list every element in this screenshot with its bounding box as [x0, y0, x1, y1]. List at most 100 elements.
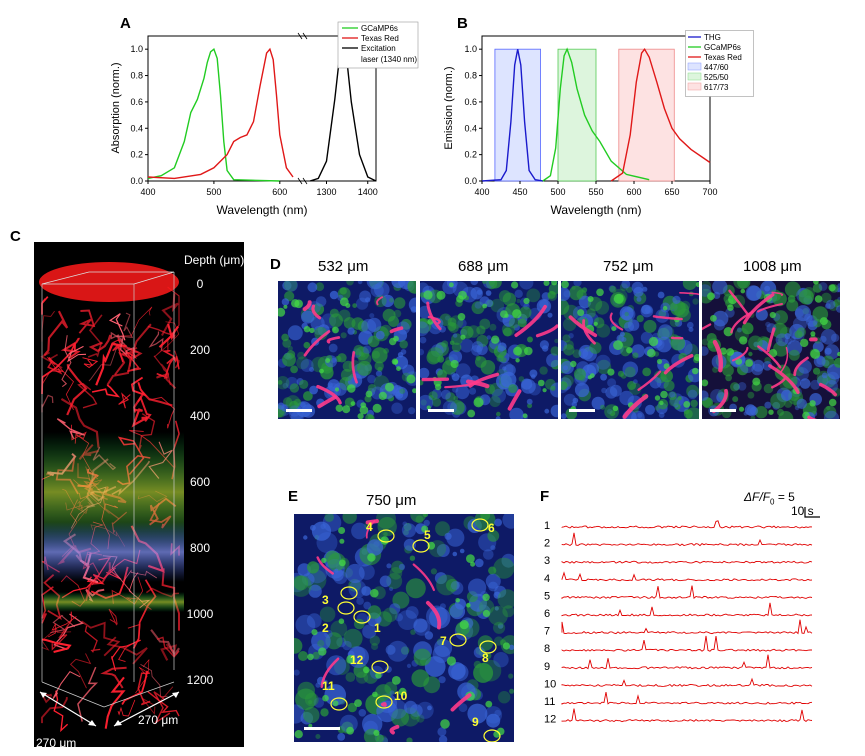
- trace-line-3: [561, 560, 813, 564]
- cell-label-5: 5: [424, 528, 431, 542]
- gcamp-emission-line: [542, 47, 650, 182]
- a-xtick: 500: [206, 187, 221, 197]
- cell-label-3: 3: [322, 593, 329, 607]
- cell-outline-7: [449, 633, 467, 647]
- panel-f-letter: F: [540, 488, 550, 505]
- a-xtick: 1300: [316, 187, 336, 197]
- trace-label-11: 11: [544, 696, 555, 708]
- panel-a-legend: GCaMP6s Texas Red Excitation laser (1340…: [337, 21, 419, 69]
- a-ytick: 0.6: [130, 97, 143, 107]
- cell-outline-1: [353, 610, 371, 624]
- legend-laser: laser (1340 nm): [361, 55, 417, 64]
- cell-outline-5: [412, 539, 430, 553]
- panel-b-letter: B: [457, 15, 468, 32]
- gcamp-absorption-line: [147, 48, 280, 182]
- b-xtick: 450: [512, 187, 527, 197]
- dim-left: 270 μm: [37, 733, 74, 745]
- dim-label-right: 270 μm: [138, 713, 179, 727]
- depth-label-2: 688 μm: [458, 258, 509, 275]
- a-ytick: 0.2: [130, 150, 143, 160]
- a-ytick: 0.8: [130, 71, 143, 81]
- b-xtick: 400: [474, 187, 489, 197]
- depth-label-3: 752 μm: [603, 258, 654, 275]
- cell-label-10: 10: [394, 689, 408, 703]
- a-ytick: 0.4: [130, 123, 143, 133]
- panel-a-chart: A 400 500 600 1300 1400 0.0 0.2 0.4 0.6 0.8 1.0 Ab…: [110, 15, 419, 217]
- dff-label: ΔF/F: [744, 490, 771, 504]
- trace-label-6: 6: [544, 608, 550, 620]
- panel-a-letter: A: [120, 15, 131, 32]
- panel-b-legend: THG GCaMP6s Texas Red 447/60 525/50 617/…: [685, 30, 754, 97]
- cell-outline-3: [340, 586, 358, 600]
- legend-filter-green: 525/50: [704, 73, 729, 82]
- thg-layer: [44, 522, 184, 582]
- legend-excitation: Excitation: [361, 44, 396, 53]
- legend-gcamp: GCaMP6s: [361, 24, 398, 33]
- depth-tick: 800: [190, 541, 210, 555]
- scale-bar: [304, 727, 340, 730]
- panel-e-letter: E: [288, 488, 299, 505]
- trace-line-6: [561, 602, 813, 617]
- panel-a-xlabel: Wavelength (nm): [217, 203, 308, 217]
- cell-outline-6: [471, 518, 489, 532]
- trace-label-4: 4: [544, 573, 550, 585]
- trace-label-1: 1: [544, 520, 550, 532]
- depth-label-1: 532 μm: [318, 258, 369, 275]
- filter-band-525-50: [557, 48, 597, 182]
- texas-red-emission-line: [610, 47, 711, 182]
- trace-label-7: 7: [544, 626, 550, 638]
- cell-label-9: 9: [472, 715, 479, 729]
- panel-a-ylabel: Absorption (norm.): [110, 62, 122, 153]
- trace-line-2: [561, 532, 813, 547]
- cell-outline-4: [377, 529, 395, 543]
- trace-line-11: [561, 692, 813, 705]
- cell-outline-9: [483, 729, 501, 742]
- trace-line-1: [561, 520, 813, 529]
- legend-texas-red: Texas Red: [361, 34, 399, 43]
- b-xtick: 650: [664, 187, 679, 197]
- depth-title: Depth (μm): [184, 253, 244, 267]
- legend-filter-red: 617/73: [704, 83, 729, 92]
- a-xtick: 1400: [358, 187, 378, 197]
- depth-tick: 200: [190, 343, 210, 357]
- panel-c-letter: C: [10, 228, 21, 245]
- b-ytick: 0.6: [464, 97, 477, 107]
- cell-label-2: 2: [322, 621, 329, 635]
- panel-b-xlabel: Wavelength (nm): [551, 203, 642, 217]
- trace-line-8: [561, 635, 812, 652]
- legend-filter-blue: 447/60: [704, 63, 729, 72]
- dff-subscript: 0: [770, 497, 775, 507]
- scale-time: 10 s: [791, 504, 814, 518]
- laser-spectrum-line: [309, 46, 377, 182]
- depth-tick: 400: [190, 409, 210, 423]
- dff-value: = 5: [777, 490, 795, 504]
- trace-label-2: 2: [544, 538, 550, 550]
- b-xtick: 550: [588, 187, 603, 197]
- depth-tick: 0: [197, 277, 204, 291]
- cell-label-4: 4: [366, 520, 373, 534]
- cell-label-7: 7: [440, 634, 447, 648]
- legend-b-texas-red: Texas Red: [704, 53, 742, 62]
- panel-b-ylabel: Emission (norm.): [443, 66, 455, 149]
- cell-outline-2: [337, 601, 355, 615]
- dim-label-left: 270 μm: [36, 736, 77, 750]
- trace-line-10: [561, 677, 813, 688]
- b-ytick: 0.4: [464, 123, 477, 133]
- scale-bar-l: [804, 507, 820, 518]
- trace-label-3: 3: [544, 555, 550, 567]
- depth-tick: 1200: [187, 673, 214, 687]
- b-ytick: 0.0: [464, 176, 477, 186]
- depth-tick: 600: [190, 475, 210, 489]
- filter-band-447-60: [494, 48, 541, 182]
- a-ytick: 0.0: [130, 176, 143, 186]
- depth-label-4: 1008 μm: [743, 258, 802, 275]
- a-ytick: 1.0: [130, 44, 143, 54]
- image-1008um: [702, 281, 840, 419]
- scale-dff: ΔF/F0 = 5: [744, 490, 795, 506]
- trace-line-9: [561, 654, 813, 670]
- cell-label-11: 11: [322, 679, 335, 693]
- a-xtick: 400: [140, 187, 155, 197]
- cell-outline-11: [330, 697, 348, 711]
